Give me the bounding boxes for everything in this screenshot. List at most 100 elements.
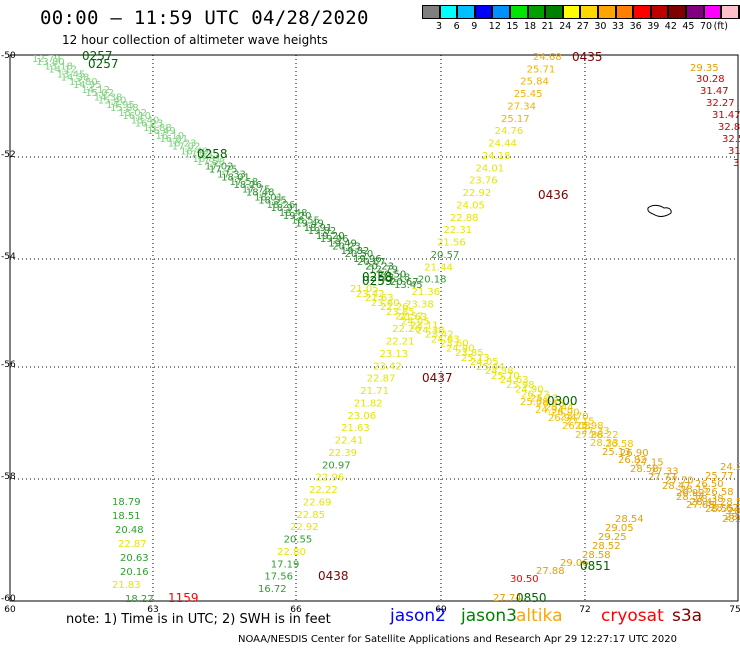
- swh-label: 25.84: [520, 77, 549, 88]
- swh-label: 16.81: [159, 134, 188, 145]
- color-legend: [422, 5, 740, 20]
- swh-label: 28.47: [662, 481, 691, 492]
- swh-label: 20.50: [345, 249, 374, 260]
- legend-swatch: [492, 5, 510, 19]
- swh-label: 32.5: [722, 134, 740, 145]
- legend-label: 9: [471, 21, 478, 32]
- y-axis-label: -56: [1, 360, 16, 370]
- swh-label: 22.92: [463, 188, 492, 199]
- swh-label: 21.82: [354, 398, 383, 409]
- legend-label: 39: [647, 21, 660, 32]
- swh-label: 24.94: [535, 405, 564, 416]
- legend-swatch: [474, 5, 493, 19]
- swh-label: 15.40: [131, 116, 160, 127]
- swh-label: 20.18: [418, 275, 447, 286]
- time-label: 0851: [580, 559, 611, 573]
- swh-label: 26.58: [705, 487, 734, 498]
- legend-label: 15: [506, 21, 519, 32]
- swh-label: 17.19: [271, 559, 300, 570]
- swh-label: 15.40: [98, 95, 127, 106]
- swh-label: 29.25: [598, 532, 627, 543]
- swh-label: 23.38: [405, 299, 434, 310]
- swh-label: 15.88: [110, 103, 139, 114]
- legend-swatch: [650, 5, 669, 19]
- swh-label: 17.02: [172, 142, 201, 153]
- legend-label: 30: [594, 21, 607, 32]
- swh-label: 29.35: [690, 63, 719, 74]
- swh-label: 17.02: [205, 162, 234, 173]
- swh-label: 25.17: [501, 114, 530, 125]
- x-axis-label: 63: [147, 605, 158, 615]
- legend-swatch: [668, 5, 686, 19]
- swh-label: 26.22: [590, 430, 619, 441]
- time-label: 0259: [362, 274, 393, 288]
- swh-label: 21.36: [411, 287, 440, 298]
- legend-swatch: [685, 5, 704, 19]
- swh-label: 23.60: [440, 339, 469, 350]
- time-label: 0258: [197, 147, 228, 161]
- swh-label: 22.41: [335, 436, 364, 447]
- swh-label: 30.28: [696, 74, 725, 85]
- swh-label: 27.33: [650, 466, 679, 477]
- swh-label: 28.59: [720, 497, 740, 508]
- legend-label: 36: [629, 21, 642, 32]
- y-axis-label: -60: [1, 594, 16, 604]
- swh-label: 15.02: [85, 88, 114, 99]
- swh-label: 24.90: [515, 384, 544, 395]
- swh-label: 23.06: [348, 411, 377, 422]
- swh-label: 19.49: [328, 239, 357, 250]
- swh-label: 28.95: [725, 512, 740, 523]
- swh-label: 16.49: [180, 146, 209, 157]
- swh-label: 28.57: [676, 492, 705, 503]
- x-axis-label: 72: [579, 605, 590, 615]
- swh-label: 24.44: [488, 139, 517, 150]
- swh-label: 31.47: [700, 86, 729, 97]
- swh-label: 19.49: [295, 218, 324, 229]
- swh-label: 18.79: [112, 497, 141, 508]
- satellite-altika: altika: [516, 606, 563, 626]
- swh-label: 25.13: [602, 447, 631, 458]
- legend-label: 12: [488, 21, 501, 32]
- swh-label: 27.77: [648, 472, 677, 483]
- x-axis-label: 75: [729, 605, 740, 615]
- swh-label: 24.90: [446, 344, 475, 355]
- swh-label: 16.23: [135, 119, 164, 130]
- swh-label: 26.08: [562, 421, 591, 432]
- satellite-jason3: jason3: [461, 606, 517, 626]
- swh-label: 14.12: [48, 65, 77, 76]
- swh-label: 20.50: [378, 269, 407, 280]
- legend-swatch: [422, 5, 440, 19]
- swh-label: 20.97: [322, 460, 351, 471]
- swh-label: 22.26: [380, 302, 409, 313]
- swh-label: 25.71: [527, 64, 556, 75]
- swh-label: 14.38: [61, 72, 90, 83]
- swh-label: 14.95: [73, 80, 102, 91]
- swh-label: 27.88: [536, 566, 565, 577]
- swh-label: 22.39: [328, 448, 357, 459]
- swh-label: 18.55: [258, 195, 287, 206]
- swh-label: 25.13: [530, 393, 559, 404]
- legend-label: 70: [700, 21, 713, 32]
- legend-label: 24: [559, 21, 572, 32]
- swh-label: 12.79: [32, 54, 61, 65]
- swh-label: 23.11: [410, 320, 439, 331]
- y-axis-label: -54: [1, 252, 16, 262]
- x-axis-label: 60: [4, 605, 16, 615]
- swh-label: 23.13: [380, 349, 409, 360]
- note-text: note: 1) Time is in UTC; 2) SWH is in fe…: [66, 612, 331, 627]
- swh-label: 16.23: [168, 139, 197, 150]
- swh-label: 24.68: [533, 52, 562, 63]
- swh-label: 14.12: [81, 85, 110, 96]
- swh-label: 22.87: [118, 539, 147, 550]
- swh-label: 26.90: [551, 408, 580, 419]
- swh-label: 16.72: [258, 584, 287, 595]
- satellite-s3a: s3a: [672, 606, 703, 626]
- footer-credit: NOAA/NESDIS Center for Satellite Applica…: [238, 634, 677, 645]
- swh-label: 22.92: [290, 522, 319, 533]
- swh-label: 26.94: [548, 413, 577, 424]
- swh-label: 16.49: [147, 126, 176, 137]
- time-label: 0437: [422, 371, 453, 385]
- swh-label: 28.33: [590, 438, 619, 449]
- swh-label: 28.55: [705, 504, 734, 515]
- swh-label: 18.55: [291, 215, 320, 226]
